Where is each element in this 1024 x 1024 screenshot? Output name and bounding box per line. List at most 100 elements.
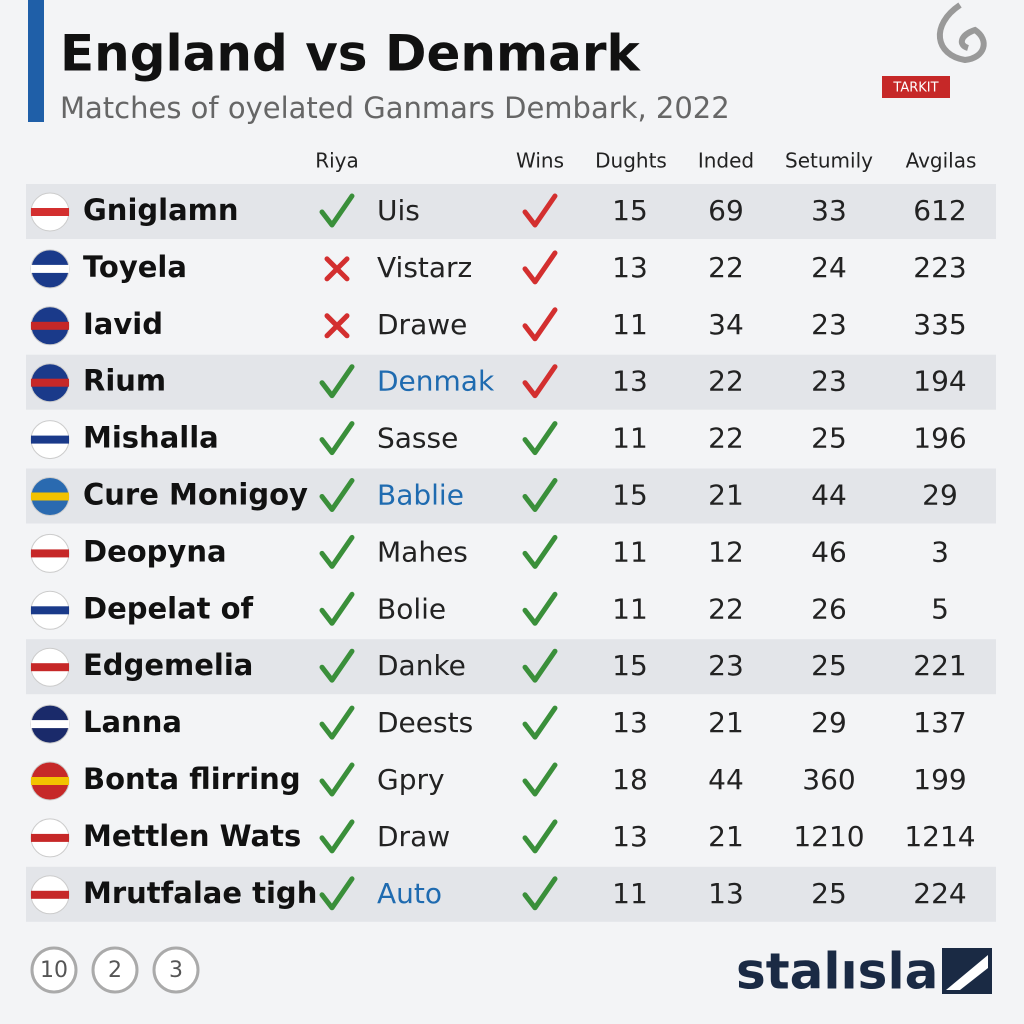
page-button[interactable]	[30, 946, 78, 994]
logo-stripe	[946, 955, 988, 990]
check-icon	[319, 762, 355, 797]
badge	[882, 76, 950, 98]
row-text: Vistarz	[377, 251, 472, 284]
wins-icon	[522, 193, 558, 228]
page-button[interactable]	[152, 946, 200, 994]
check-icon	[319, 819, 355, 854]
flag-stripe	[31, 378, 69, 387]
cell-value: 34	[708, 308, 744, 341]
cell-value: 612	[913, 194, 966, 227]
wins-icon	[522, 307, 558, 342]
cell-value: 196	[913, 422, 966, 455]
cell-value: 11	[612, 877, 648, 910]
column-header: Riya	[315, 149, 359, 173]
row-text: Bolie	[377, 592, 446, 625]
wins-icon	[522, 705, 558, 740]
check-icon	[319, 648, 355, 683]
cell-value: 23	[811, 365, 847, 398]
column-header: Avgilas	[906, 149, 977, 173]
check-icon	[319, 534, 355, 569]
cell-value: 13	[612, 251, 648, 284]
cell-value: 199	[913, 763, 966, 796]
row-text: Danke	[377, 649, 466, 682]
cell-value: 22	[708, 251, 744, 284]
row-text: Sasse	[377, 422, 458, 455]
row-name: Edgemelia	[83, 648, 253, 682]
flag-stripe	[31, 663, 69, 672]
wins-icon	[522, 876, 558, 911]
cell-value: 11	[612, 535, 648, 568]
wins-icon	[522, 591, 558, 626]
cell-value: 223	[913, 251, 966, 284]
cell-value: 44	[708, 763, 744, 796]
cell-value: 22	[708, 422, 744, 455]
check-icon	[319, 876, 355, 911]
row-text: Uis	[377, 194, 420, 227]
row-highlight	[26, 184, 996, 239]
row-text: Draw	[377, 820, 450, 853]
subtitle: Matches of oyelated Ganmars Dembark, 202…	[60, 91, 730, 125]
accent-bar	[28, 0, 44, 122]
wins-icon	[522, 421, 558, 456]
row-text: Deests	[377, 706, 473, 739]
wins-icon	[522, 250, 558, 285]
cell-value: 221	[913, 649, 966, 682]
row-name: Gniglamn	[83, 193, 239, 227]
flag-stripe	[31, 435, 69, 444]
check-icon	[319, 421, 355, 456]
cell-value: 13	[708, 877, 744, 910]
cell-value: 360	[802, 763, 855, 796]
cross-icon	[324, 313, 350, 339]
row-text: Auto	[377, 877, 442, 910]
cell-value: 335	[913, 308, 966, 341]
cell-value: 1210	[793, 820, 864, 853]
check-icon	[319, 591, 355, 626]
cell-value: 29	[922, 479, 958, 512]
column-header: Wins	[516, 149, 564, 173]
row-name: Lanna	[83, 705, 182, 739]
row-text: Drawe	[377, 308, 467, 341]
cell-value: 11	[612, 308, 648, 341]
flag-stripe	[31, 720, 69, 729]
cell-value: 15	[612, 194, 648, 227]
check-icon	[319, 478, 355, 512]
column-header: Inded	[698, 149, 754, 173]
cell-value: 137	[913, 706, 966, 739]
flag-stripe	[31, 549, 69, 558]
check-icon	[319, 364, 355, 399]
column-header: Dughts	[595, 149, 667, 173]
cell-value: 5	[931, 592, 949, 625]
logo: stalısla	[736, 943, 938, 1001]
cell-value: 13	[612, 365, 648, 398]
cell-value: 21	[708, 479, 744, 512]
cell-value: 13	[612, 820, 648, 853]
flag-stripe	[31, 606, 69, 615]
page-button[interactable]	[91, 946, 139, 994]
flag-stripe	[31, 321, 69, 330]
row-highlight	[26, 354, 996, 410]
cell-value: 23	[708, 649, 744, 682]
row-name: Bonta flirring	[83, 762, 301, 796]
row-name: Deopyna	[83, 534, 227, 568]
check-icon	[319, 193, 355, 228]
row-name: Rium	[83, 364, 166, 398]
wins-icon	[522, 819, 558, 854]
row-text: Gpry	[377, 763, 445, 796]
column-header: Setumily	[785, 149, 873, 173]
badge-text: TARKIT	[892, 81, 938, 96]
cell-value: 23	[811, 308, 847, 341]
row-name: Toyela	[83, 250, 187, 284]
cell-value: 11	[612, 592, 648, 625]
cell-value: 69	[708, 194, 744, 227]
row-name: Cure Monigoy	[83, 478, 308, 512]
flag-stripe	[31, 777, 69, 785]
cell-value: 3	[931, 535, 949, 568]
cell-value: 15	[612, 479, 648, 512]
cell-value: 11	[612, 422, 648, 455]
page-number: 3	[169, 958, 183, 983]
cell-value: 13	[612, 706, 648, 739]
wins-icon	[522, 648, 558, 683]
cell-value: 44	[811, 479, 847, 512]
cell-value: 33	[811, 194, 847, 227]
flag-stripe	[31, 208, 69, 216]
